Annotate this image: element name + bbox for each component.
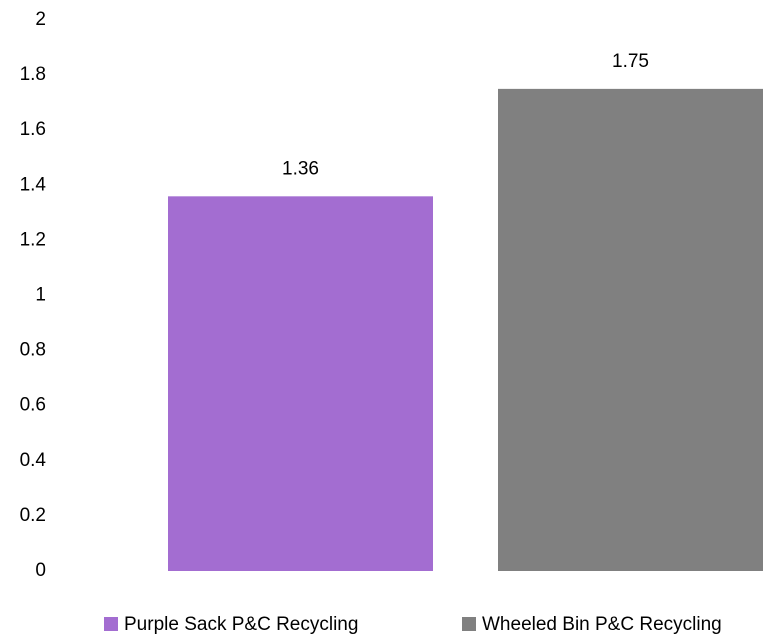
y-tick-label: 1.8 <box>20 64 46 85</box>
y-tick-label: 2 <box>35 9 46 30</box>
data-label: 1.75 <box>612 51 649 72</box>
y-tick-label: 1.6 <box>20 119 46 140</box>
legend-label: Purple Sack P&C Recycling <box>124 614 358 635</box>
legend-swatch <box>104 617 118 631</box>
y-tick-label: 0.2 <box>20 505 46 526</box>
bar <box>168 196 433 571</box>
y-tick-label: 1.2 <box>20 229 46 250</box>
bar <box>498 88 763 571</box>
y-tick-label: 1 <box>35 285 46 306</box>
y-tick-label: 0.4 <box>20 450 47 471</box>
legend-label: Wheeled Bin P&C Recycling <box>482 614 722 635</box>
y-tick-label: 0.6 <box>20 395 46 416</box>
y-tick-label: 1.4 <box>20 174 47 195</box>
y-tick-label: 0 <box>35 560 46 581</box>
y-tick-label: 0.8 <box>20 340 46 361</box>
legend-swatch <box>462 617 476 631</box>
data-label: 1.36 <box>282 158 319 179</box>
